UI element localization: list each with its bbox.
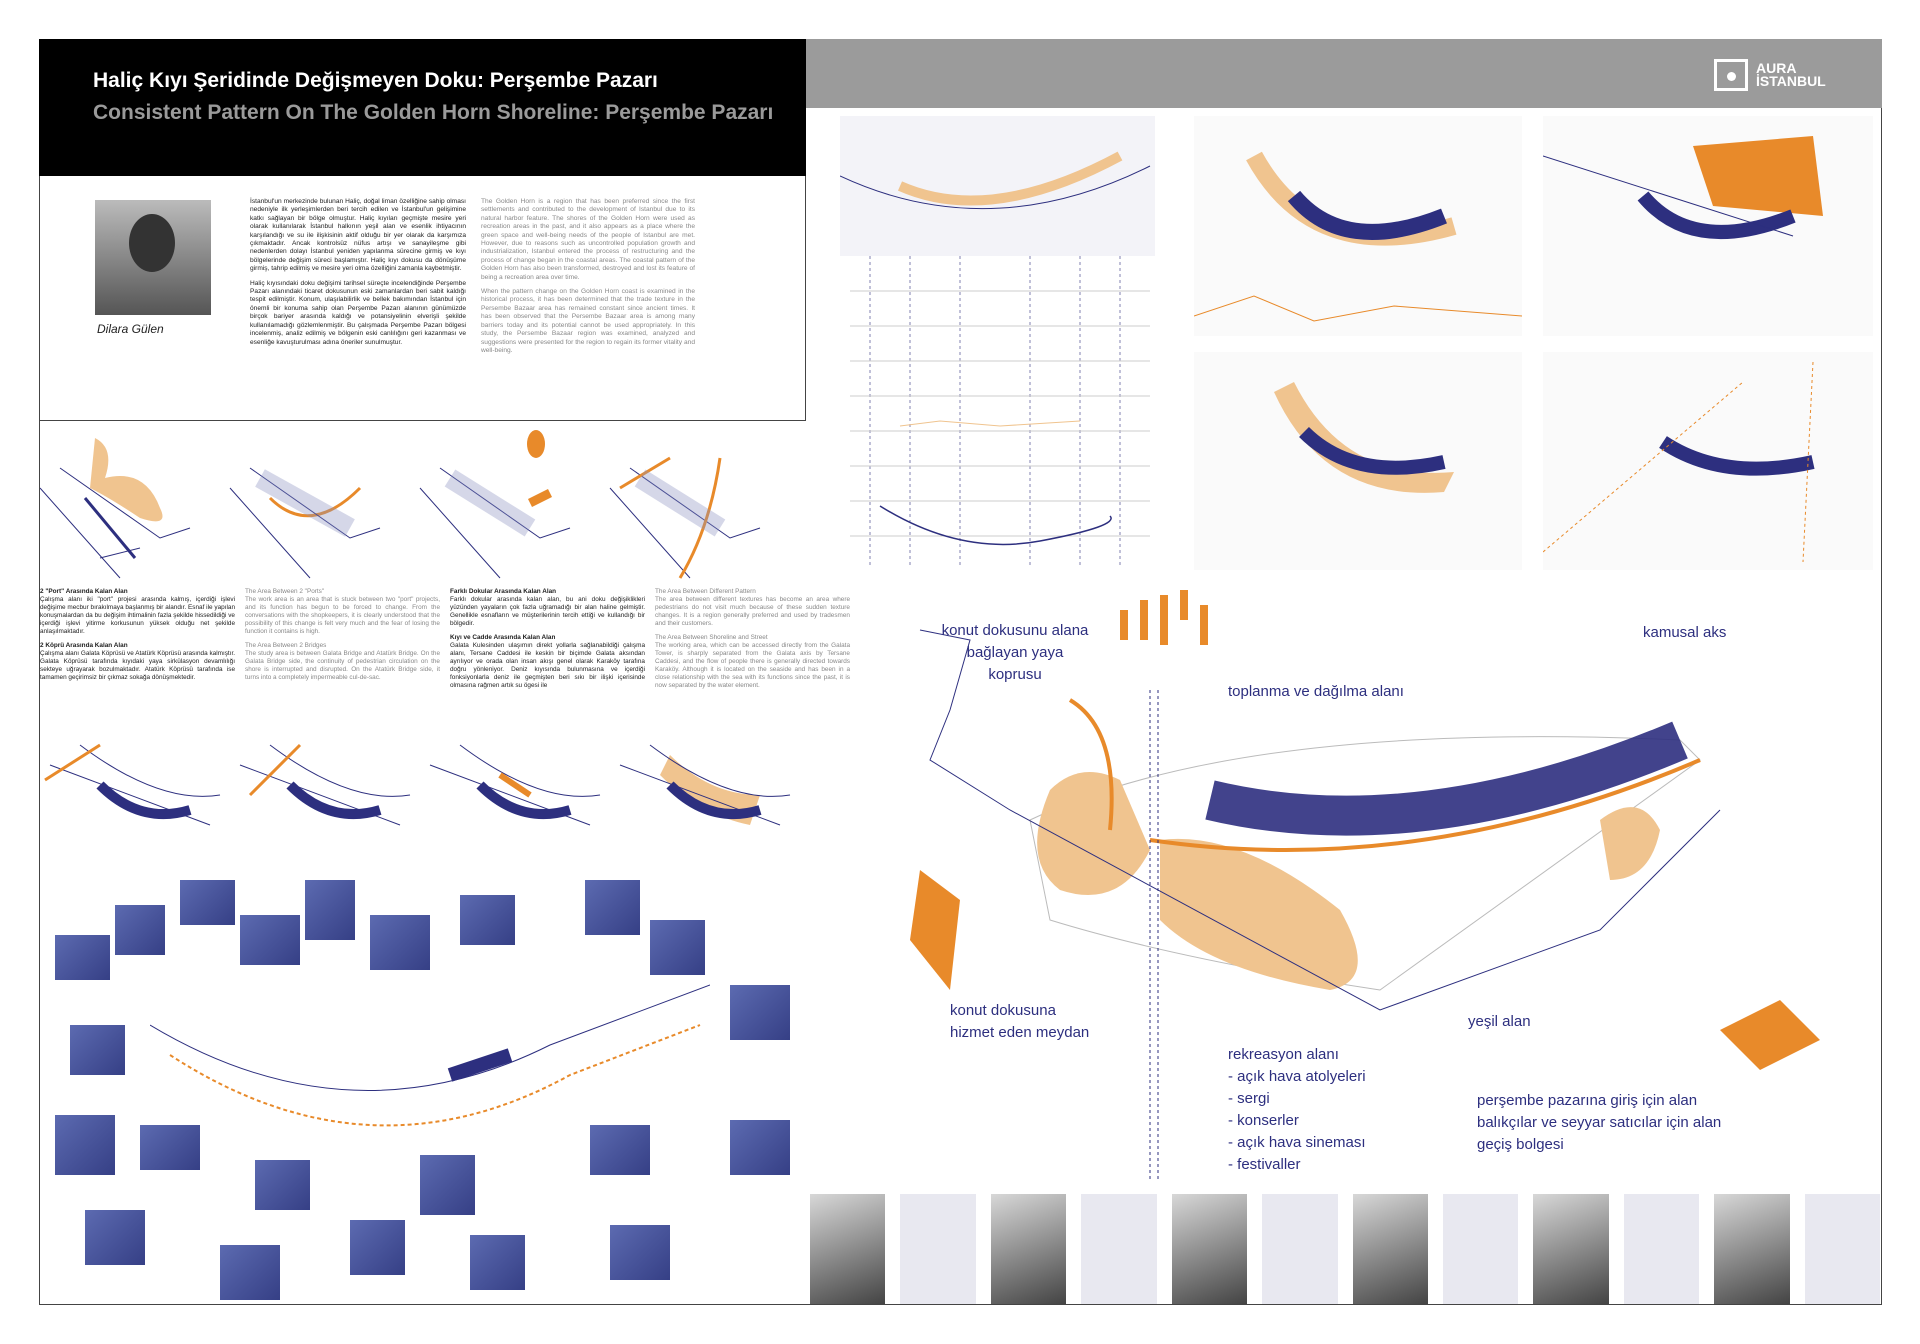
author-photo: [95, 200, 211, 315]
title-english: Consistent Pattern On The Golden Horn Sh…: [93, 101, 774, 124]
aura-istanbul-logo: AURA İSTANBUL: [1714, 59, 1836, 91]
site-photo: [140, 1125, 200, 1170]
site-photo: [460, 895, 515, 945]
analysis-map-2: [1542, 116, 1873, 336]
site-photo: [730, 985, 790, 1040]
street-photo: [1533, 1194, 1609, 1304]
site-photo: [590, 1125, 650, 1175]
street-sketch: [900, 1194, 976, 1304]
diagram-patterns: [419, 430, 571, 579]
site-map: [429, 744, 601, 826]
site-map-series: [44, 743, 791, 826]
site-photo: [180, 880, 235, 925]
analysis-map-3: [1194, 352, 1522, 570]
site-photo: [70, 1025, 125, 1075]
grid-plaza-sketch: [910, 870, 960, 990]
section-diagram: [840, 116, 1155, 566]
photo-strip: [808, 1194, 1882, 1304]
label-entrance: perşembe pazarına giriş için alan balıkçı…: [1477, 1092, 1722, 1153]
diagram-bridges: [229, 467, 381, 579]
diagram-ports: [40, 438, 191, 579]
label-green-area: yeşil alan: [1468, 1013, 1531, 1030]
photo-collage-map: [40, 875, 806, 1304]
label-pedestrian-bridge: konut dokusunu alana bağlayan yaya kopru…: [941, 622, 1089, 683]
site-photo: [115, 905, 165, 955]
site-map: [619, 744, 791, 826]
square-sketch: [1720, 1000, 1820, 1070]
street-photo: [1171, 1194, 1248, 1304]
market-stall-sketch: [1120, 590, 1208, 645]
header-bar: AURA İSTANBUL: [806, 39, 1882, 108]
street-sketch: [1442, 1194, 1519, 1304]
title-block: Haliç Kıyı Şeridinde Değişmeyen Doku: Pe…: [39, 39, 806, 176]
author-name: Dilara Gülen: [97, 322, 164, 336]
logo-icon: [1714, 59, 1748, 91]
site-photo: [370, 915, 430, 970]
site-photo: [350, 1220, 405, 1275]
street-sketch: [1623, 1194, 1700, 1304]
site-map: [44, 743, 221, 826]
street-sketch: [1262, 1194, 1338, 1304]
intro-text-tr: İstanbul'un merkezinde bulunan Haliç, do…: [250, 198, 466, 346]
diagram-shoreline: [609, 456, 761, 579]
label-square: konut dokusuna hizmet eden meydan: [950, 1002, 1090, 1041]
site-photo: [420, 1155, 475, 1215]
site-photo: [650, 920, 705, 975]
site-photo: [220, 1245, 280, 1300]
analysis-texts: 2 "Port" Arasında Kalan Alan Çalışma alan…: [40, 588, 850, 689]
title-turkish: Haliç Kıyı Şeridinde Değişmeyen Doku: Pe…: [93, 69, 658, 92]
site-photo: [240, 915, 300, 965]
site-map: [239, 743, 411, 826]
street-photo: [990, 1194, 1067, 1304]
street-photo: [1352, 1194, 1428, 1304]
label-public-axis: kamusal aks: [1643, 624, 1727, 641]
intro-text-en: The Golden Horn is a region that has bee…: [481, 198, 695, 354]
site-photo: [610, 1225, 670, 1280]
street-sketch: [1081, 1194, 1157, 1304]
site-photo: [255, 1160, 310, 1210]
label-gathering-area: toplanma ve dağılma alanı: [1228, 683, 1404, 700]
site-photo: [730, 1120, 790, 1175]
street-photo: [810, 1194, 886, 1304]
street-sketch: [1804, 1194, 1881, 1304]
label-recreation: rekreasyon alanı - açık hava atolyeleri -…: [1228, 1046, 1366, 1173]
site-photo: [470, 1235, 525, 1290]
street-photo: [1714, 1194, 1790, 1304]
analysis-map-4: [1542, 352, 1873, 570]
site-photo: [305, 880, 355, 940]
site-photo: [585, 880, 640, 935]
site-photo: [55, 935, 110, 980]
intro-section: [39, 176, 806, 421]
analysis-map-1: [1193, 116, 1523, 336]
site-photo: [85, 1210, 145, 1265]
analysis-diagrams: [40, 430, 761, 579]
site-photo: [55, 1115, 115, 1175]
masterplan: [910, 590, 1820, 1180]
